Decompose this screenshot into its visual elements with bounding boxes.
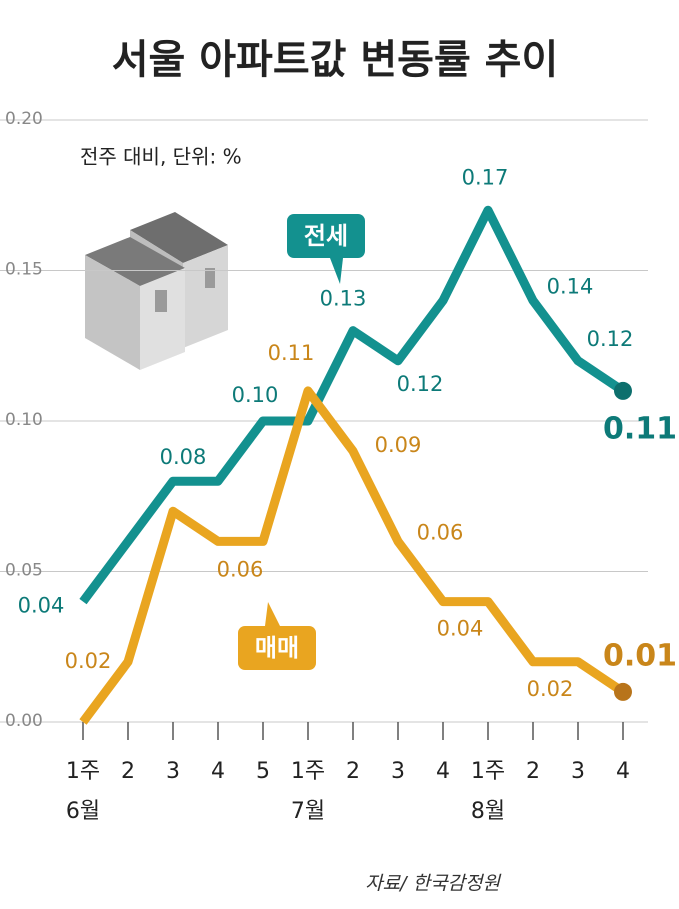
x-tick-label: 4 <box>616 759 630 784</box>
x-tick-label: 2 <box>526 759 540 784</box>
x-tick-label: 5 <box>256 759 270 784</box>
series-line <box>79 205 626 605</box>
source: 자료/ 한국감정원 <box>365 873 501 895</box>
chart-subtitle: 전주 대비, 단위: % <box>80 145 242 169</box>
data-label: 0.12 <box>587 327 634 351</box>
month-label: 7월 <box>291 799 325 824</box>
month-label: 6월 <box>66 799 100 824</box>
data-label: 0.11 <box>268 341 315 365</box>
y-tick-label: 0.05 <box>5 561 43 581</box>
legend-box <box>238 626 316 670</box>
end-point <box>614 682 632 701</box>
data-label: 0.11 <box>603 411 677 446</box>
data-label: 0.12 <box>397 372 444 396</box>
x-tick-label: 2 <box>121 759 135 784</box>
data-label: 0.10 <box>232 383 279 407</box>
data-label: 0.02 <box>527 677 574 701</box>
month-label: 8월 <box>471 799 505 824</box>
data-label: 0.06 <box>217 557 264 581</box>
y-tick-label: 0.20 <box>5 109 43 129</box>
x-tick-label: 3 <box>166 759 180 784</box>
data-label: 0.01 <box>603 638 677 673</box>
data-label: 0.14 <box>547 275 594 299</box>
y-tick-label: 0.10 <box>5 410 43 430</box>
legend-label: 매매 <box>255 634 299 662</box>
y-tick-label: 0.00 <box>5 711 43 731</box>
chart-title: 서울 아파트값 변동률 추이 <box>112 37 559 83</box>
x-tick-label: 3 <box>571 759 585 784</box>
data-label: 0.13 <box>320 287 367 311</box>
x-tick-label: 4 <box>436 759 450 784</box>
data-label: 0.17 <box>462 165 509 189</box>
data-label: 0.06 <box>417 520 464 544</box>
legend-pointer <box>330 258 343 284</box>
data-label: 0.04 <box>18 594 65 618</box>
y-tick-label: 0.15 <box>5 260 43 280</box>
x-tick-label: 1주 <box>291 759 325 784</box>
legend-label: 전세 <box>304 222 348 250</box>
legend-box <box>287 214 365 258</box>
data-label: 0.04 <box>437 617 484 641</box>
building-icon <box>85 212 228 370</box>
data-label: 0.02 <box>65 649 112 673</box>
x-tick-label: 1주 <box>471 759 505 784</box>
x-tick-label: 2 <box>346 759 360 784</box>
x-tick-label: 4 <box>211 759 225 784</box>
x-tick-label: 3 <box>391 759 405 784</box>
legend-pointer <box>265 602 280 626</box>
end-point <box>614 381 632 400</box>
x-tick-label: 1주 <box>66 759 100 784</box>
data-label: 0.09 <box>375 433 422 457</box>
data-label: 0.08 <box>160 445 207 469</box>
series-line <box>79 386 626 725</box>
